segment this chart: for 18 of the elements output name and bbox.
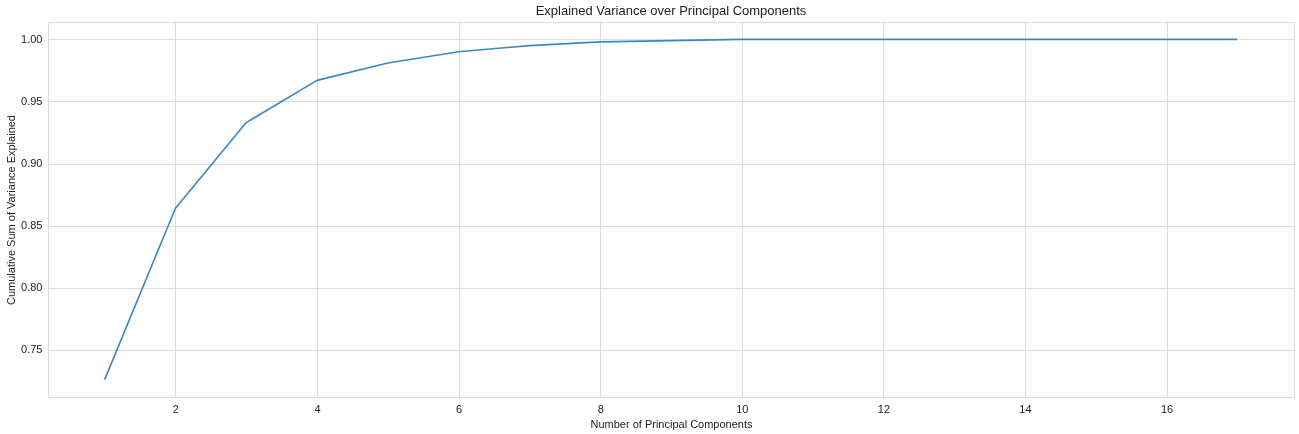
y-tick-label: 0.90 — [21, 157, 43, 170]
x-axis-title: Number of Principal Components — [590, 417, 753, 430]
x-tick-label: 2 — [172, 402, 179, 415]
x-tick-label: 10 — [736, 402, 749, 415]
y-tick-label: 0.85 — [21, 219, 43, 232]
y-tick-label: 0.80 — [21, 281, 43, 294]
chart-title: Explained Variance over Principal Components — [535, 3, 807, 18]
x-tick-label: 12 — [877, 402, 891, 415]
line-series — [103, 38, 1239, 381]
y-tick-label: 1.00 — [21, 32, 43, 45]
x-tick-label: 8 — [597, 402, 604, 415]
y-axis-title: Cumulative Sum of Variance Explained — [5, 115, 18, 305]
x-tick-label: 4 — [314, 402, 321, 415]
y-tick-label: 0.75 — [21, 343, 43, 356]
x-tick-label: 6 — [456, 402, 463, 415]
x-tick-label: 14 — [1019, 402, 1032, 415]
x-tick-label: 16 — [1160, 402, 1174, 415]
y-tick-label: 0.95 — [21, 94, 43, 107]
